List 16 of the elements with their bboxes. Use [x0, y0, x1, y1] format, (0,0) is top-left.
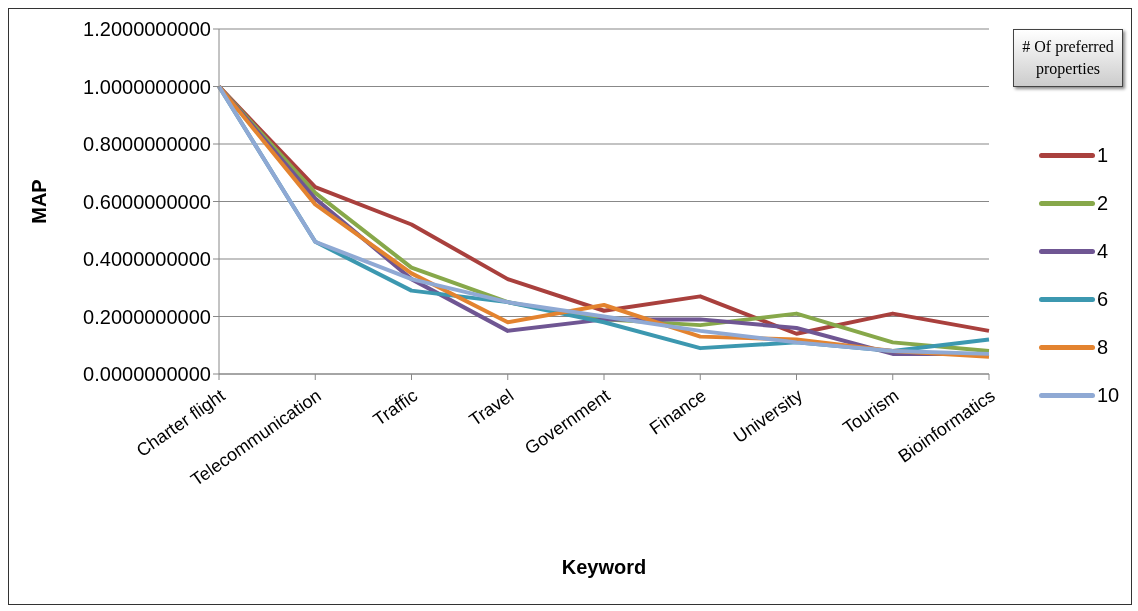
y-tick-label: 1.2000000000	[83, 18, 211, 41]
legend-label: 1	[1097, 143, 1109, 167]
y-tick-label: 0.8000000000	[83, 133, 211, 156]
legend-label: 10	[1097, 383, 1120, 407]
y-tick-label: 0.6000000000	[83, 190, 211, 213]
y-tick-label: 0.4000000000	[83, 248, 211, 271]
y-tick-label: 0.2000000000	[83, 305, 211, 328]
legend-label: 4	[1097, 239, 1109, 263]
y-tick-label: 1.0000000000	[83, 75, 211, 98]
y-tick-label: 0.0000000000	[83, 363, 211, 386]
x-axis-title: Keyword	[561, 556, 647, 578]
legend-title: # Of preferred properties	[1013, 29, 1123, 87]
legend-label: 2	[1097, 191, 1109, 215]
y-axis-title: MAP	[28, 179, 51, 224]
legend-label: 8	[1097, 335, 1109, 359]
legend-label: 6	[1097, 287, 1109, 311]
